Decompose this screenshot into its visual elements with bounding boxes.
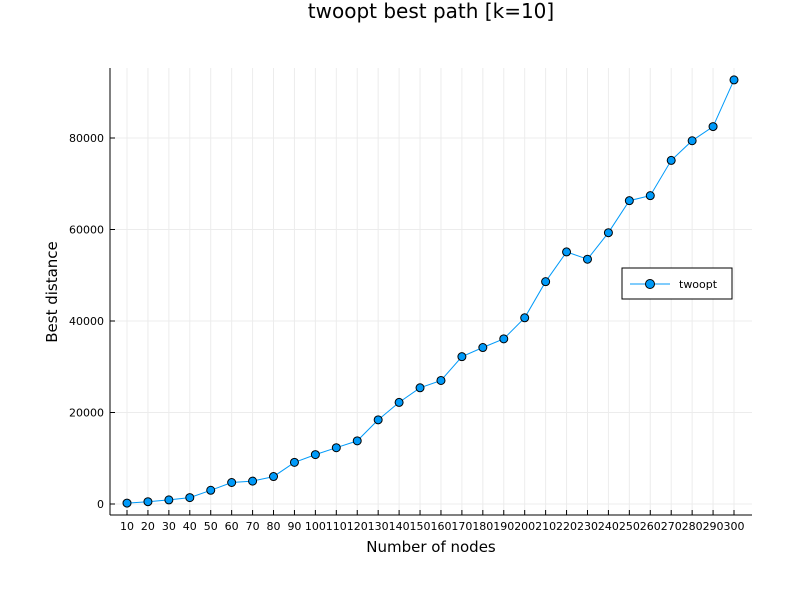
data-point	[352, 436, 362, 446]
x-tick-label: 10	[120, 520, 134, 533]
x-tick-label: 270	[661, 520, 682, 533]
data-point	[520, 313, 530, 323]
data-point	[666, 155, 676, 165]
tick-labels: 10 20 30 40 50 60 70 80 90 100 110 120 130 140 150 160 1…	[69, 132, 745, 533]
x-tick-label: 160	[430, 520, 451, 533]
x-tick-label: 280	[682, 520, 703, 533]
series-group	[122, 75, 739, 508]
x-tick-label: 240	[598, 520, 619, 533]
x-tick-label: 250	[619, 520, 640, 533]
x-tick-label: 120	[347, 520, 368, 533]
data-point	[227, 477, 237, 487]
x-tick-label: 230	[577, 520, 598, 533]
data-point	[415, 383, 425, 393]
x-tick-label: 20	[141, 520, 155, 533]
x-tick-label: 170	[451, 520, 472, 533]
x-axis-title: Number of nodes	[366, 538, 496, 556]
x-tick-label: 190	[493, 520, 514, 533]
data-point	[206, 485, 216, 495]
chart-title: twoopt best path [k=10]	[308, 0, 554, 23]
data-point	[185, 493, 195, 503]
x-tick-label: 290	[703, 520, 724, 533]
y-tick-label: 60000	[69, 224, 104, 237]
data-point	[582, 254, 592, 264]
data-point	[541, 277, 551, 287]
axes	[109, 68, 752, 516]
x-tick-label: 210	[535, 520, 556, 533]
x-tick-label: 200	[514, 520, 535, 533]
x-tick-label: 140	[389, 520, 410, 533]
x-tick-label: 260	[640, 520, 661, 533]
data-point	[373, 415, 383, 425]
x-tick-label: 110	[326, 520, 347, 533]
data-point	[562, 247, 572, 257]
x-tick-label: 220	[556, 520, 577, 533]
data-point	[457, 352, 467, 362]
data-point	[289, 457, 299, 467]
x-tick-label: 50	[204, 520, 218, 533]
x-tick-label: 150	[410, 520, 431, 533]
data-point	[143, 497, 153, 507]
data-point	[499, 334, 509, 344]
legend: twoopt	[621, 267, 733, 300]
x-tick-label: 100	[305, 520, 326, 533]
legend-marker	[645, 279, 655, 289]
y-axis-title: Best distance	[43, 241, 61, 343]
x-tick-label: 60	[225, 520, 239, 533]
data-point	[310, 450, 320, 460]
x-tick-label: 130	[368, 520, 389, 533]
x-tick-label: 30	[162, 520, 176, 533]
data-point	[164, 495, 174, 505]
data-point	[645, 191, 655, 201]
data-point	[729, 75, 739, 85]
y-tick-label: 20000	[69, 407, 104, 420]
data-point	[394, 397, 404, 407]
data-point	[478, 343, 488, 353]
y-tick-label: 80000	[69, 132, 104, 145]
data-point	[687, 136, 697, 146]
x-tick-label: 90	[287, 520, 301, 533]
x-tick-label: 70	[246, 520, 260, 533]
data-point	[624, 196, 634, 206]
data-point	[331, 443, 341, 453]
x-tick-label: 80	[267, 520, 281, 533]
legend-label: twoopt	[679, 278, 718, 291]
data-point	[436, 375, 446, 385]
x-tick-label: 180	[472, 520, 493, 533]
x-tick-label: 40	[183, 520, 197, 533]
x-tick-label: 300	[724, 520, 745, 533]
data-point	[708, 122, 718, 132]
data-point	[248, 476, 258, 486]
data-point	[122, 498, 132, 508]
data-point	[269, 472, 279, 482]
y-tick-label: 0	[97, 498, 104, 511]
data-point	[603, 228, 613, 238]
y-tick-label: 40000	[69, 315, 104, 328]
